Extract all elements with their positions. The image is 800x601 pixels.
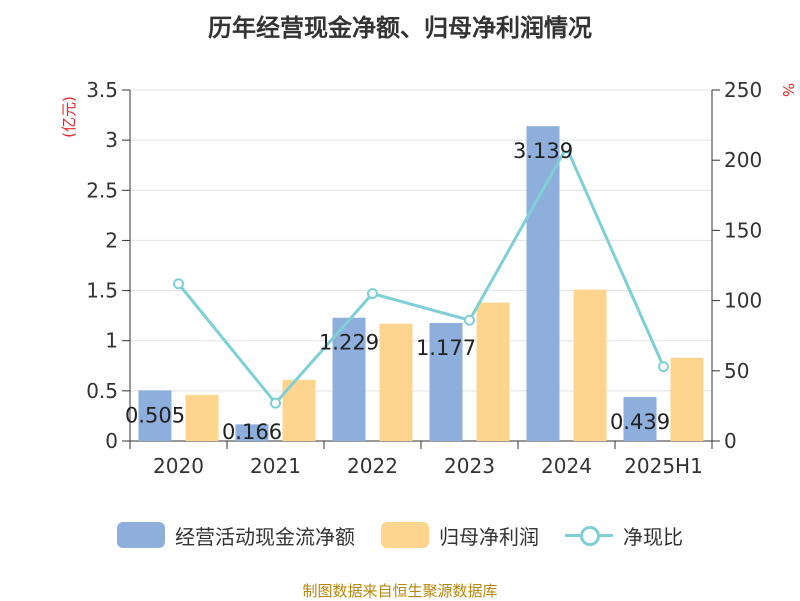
x-tick-label: 2022 xyxy=(347,454,398,478)
legend-label-cashflow: 经营活动现金流净额 xyxy=(175,524,355,549)
line-ratio xyxy=(177,144,665,406)
legend-label-net-profit: 归母净利润 xyxy=(439,524,539,549)
data-label-cashflow: 0.505 xyxy=(125,403,185,427)
y-left-tick-label: 0 xyxy=(105,429,118,453)
y-left-tick-label: 3 xyxy=(105,128,118,152)
data-label-cashflow: 3.139 xyxy=(513,139,573,163)
y-right-tick-label: 150 xyxy=(724,218,762,242)
y-left-tick-label: 0.5 xyxy=(86,379,118,403)
legend-swatch-cashflow xyxy=(117,522,165,548)
point-ratio xyxy=(464,314,475,326)
point-ratio xyxy=(561,142,572,154)
x-tick-label: 2021 xyxy=(250,454,301,478)
legend-label-ratio: 净现比 xyxy=(623,524,683,549)
y-right-tick-label: 0 xyxy=(724,429,737,453)
point-ratio xyxy=(270,397,281,409)
legend-swatch-net-profit xyxy=(381,522,429,548)
bar-cashflow xyxy=(138,390,172,441)
x-tick-label: 2023 xyxy=(444,454,495,478)
bar-net-profit xyxy=(670,357,704,441)
y-left-tick-label: 3.5 xyxy=(86,78,118,102)
y-right-tick-label: 100 xyxy=(724,289,762,313)
source-note: 制图数据来自恒生聚源数据库 xyxy=(302,582,498,600)
point-ratio xyxy=(173,278,184,290)
y-left-tick-label: 1 xyxy=(105,329,118,353)
legend-item-net-profit[interactable]: 归母净利润 xyxy=(381,521,539,550)
chart-title: 历年经营现金净额、归母净利润情况 xyxy=(208,14,592,42)
x-tick-label: 2025H1 xyxy=(624,454,703,478)
bar-cashflow xyxy=(623,396,657,441)
bar-cashflow xyxy=(429,322,463,441)
y-left-unit: (亿元) xyxy=(60,96,78,138)
y-right-tick-label: 50 xyxy=(724,359,749,383)
y-right-unit: % xyxy=(779,83,797,97)
legend-swatch-ratio xyxy=(565,522,613,548)
bar-cashflow xyxy=(235,424,269,441)
bar-net-profit xyxy=(476,302,510,441)
y-right-tick-label: 200 xyxy=(724,148,762,172)
point-ratio xyxy=(658,361,669,373)
data-label-cashflow: 1.229 xyxy=(319,331,379,355)
y-right-tick-label: 250 xyxy=(724,78,762,102)
y-left-tick-label: 2 xyxy=(105,228,118,252)
bar-net-profit xyxy=(573,289,607,441)
data-label-cashflow: 0.439 xyxy=(610,410,670,434)
legend-item-cashflow[interactable]: 经营活动现金流净额 xyxy=(117,521,355,550)
y-left-tick-label: 1.5 xyxy=(86,279,118,303)
point-ratio xyxy=(367,288,378,300)
x-tick-label: 2020 xyxy=(153,454,204,478)
y-left-tick-label: 2.5 xyxy=(86,178,118,202)
x-tick-label: 2024 xyxy=(541,454,592,478)
data-label-cashflow: 0.166 xyxy=(222,420,282,444)
chart-legend: 经营活动现金流净额 归母净利润 净现比 xyxy=(0,515,800,555)
data-label-cashflow: 1.177 xyxy=(416,336,476,360)
bar-net-profit xyxy=(185,394,219,441)
legend-item-ratio[interactable]: 净现比 xyxy=(565,521,683,550)
bar-cashflow xyxy=(526,126,560,442)
bar-cashflow xyxy=(332,317,366,441)
bar-net-profit xyxy=(379,323,413,441)
